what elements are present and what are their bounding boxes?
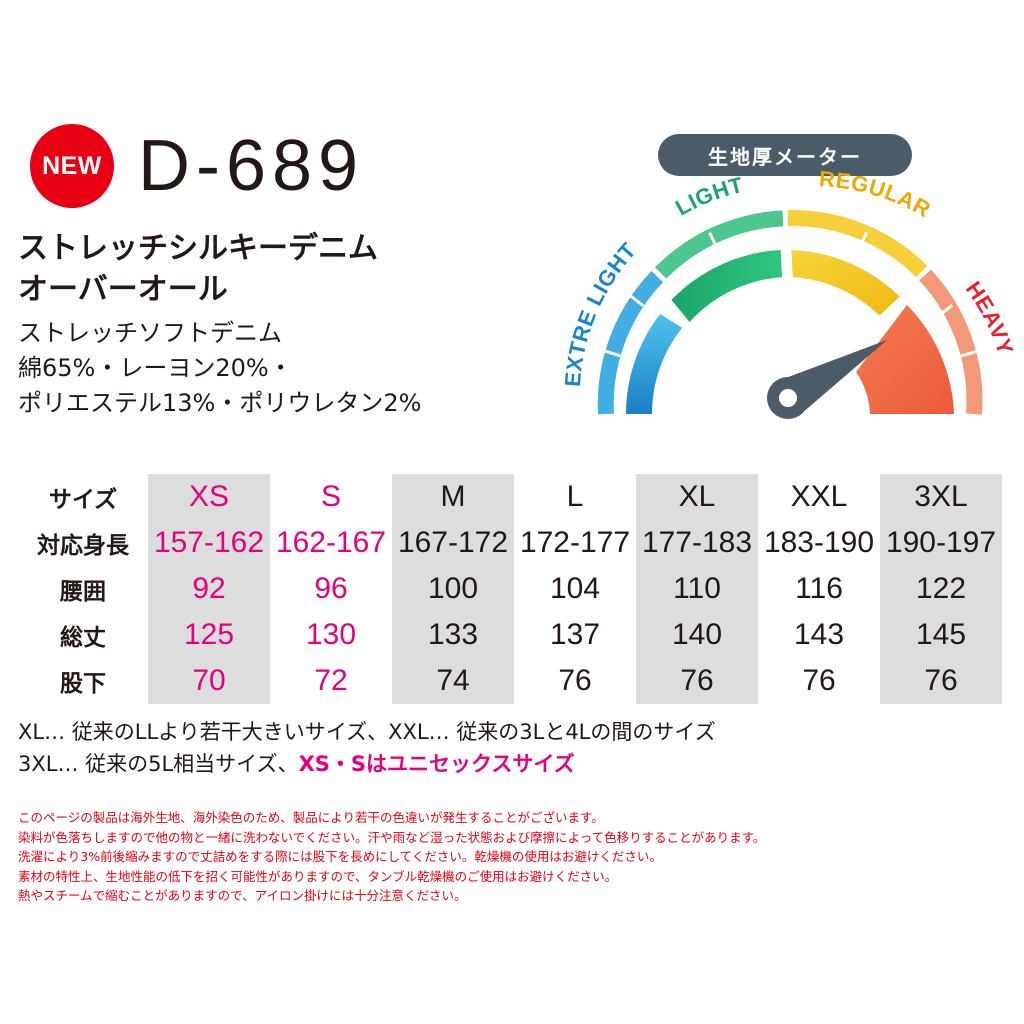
fabric-line: ストレッチソフトデニム bbox=[18, 319, 282, 347]
table-row: サイズ XS S M L XL XXL 3XL bbox=[18, 474, 1002, 520]
table-cell: S bbox=[320, 480, 341, 513]
table-row: 総丈 125 130 133 137 140 143 145 bbox=[18, 612, 1002, 658]
care-line: 染料が色落ちしますので他の物と一緒に洗わないでください。汗や雨など湿った状態およ… bbox=[18, 829, 766, 845]
row-header-height: 対応身長 bbox=[37, 533, 129, 559]
table-cell: 172-177 bbox=[519, 526, 631, 559]
care-line: このページの製品は海外生地、海外染色のため、製品により若干の色違いが発生すること… bbox=[18, 810, 604, 825]
table-cell: 190-197 bbox=[880, 520, 1002, 566]
table-cell: 96 bbox=[314, 572, 348, 605]
table-cell: 162-167 bbox=[275, 526, 387, 559]
table-cell: 76 bbox=[558, 664, 592, 697]
segment-heavy bbox=[856, 305, 954, 414]
table-cell: 72 bbox=[314, 664, 348, 697]
care-line: 熱やスチームで縮むことがありますので、アイロン掛けには十分注意ください。 bbox=[18, 888, 467, 903]
table-cell: 137 bbox=[549, 618, 601, 651]
fabric-info: ストレッチソフトデニム 綿65%・レーヨン20%・ ポリエステル13%・ポリウレ… bbox=[18, 316, 421, 421]
table-cell: 143 bbox=[793, 618, 845, 651]
table-cell: 145 bbox=[880, 612, 1002, 658]
size-note-2: 3XL… 従来の5L相当サイズ、XS・Sはユニセックスサイズ bbox=[18, 750, 575, 778]
segment-regular bbox=[791, 250, 900, 316]
new-badge: NEW bbox=[30, 124, 114, 208]
size-note-2-text: 3XL… 従来の5L相当サイズ、 bbox=[18, 752, 299, 776]
table-cell: 76 bbox=[880, 658, 1002, 704]
product-name-line: オーバーオール bbox=[18, 272, 228, 307]
table-cell: 116 bbox=[795, 572, 843, 605]
table-cell: 130 bbox=[305, 618, 357, 651]
table-cell: 100 bbox=[392, 566, 514, 612]
outer-arc-ticks bbox=[603, 231, 977, 358]
table-row: 腰囲 92 96 100 104 110 116 122 bbox=[18, 566, 1002, 612]
segment-extra-light bbox=[626, 314, 683, 414]
outer-arc-regular bbox=[787, 210, 928, 278]
care-line: 素材の特性上、生地性能の低下を招く可能性がありますので、タンブル乾燥機のご使用は… bbox=[18, 868, 618, 884]
table-cell: 122 bbox=[880, 566, 1002, 612]
row-header-hip: 腰囲 bbox=[60, 579, 106, 605]
table-row: 対応身長 157-162 162-167 167-172 172-177 177… bbox=[18, 520, 1002, 566]
table-cell: 74 bbox=[392, 658, 514, 704]
table-cell: 3XL bbox=[880, 474, 1002, 520]
table-cell: 177-183 bbox=[636, 520, 758, 566]
fabric-thickness-meter-title: 生地厚メーター bbox=[658, 134, 912, 176]
model-number: D-689 bbox=[138, 126, 365, 206]
size-note-1: XL… 従来のLLより若干大きいサイズ、XXL… 従来の3Lと4Lの間のサイズ bbox=[18, 720, 716, 744]
table-cell: 76 bbox=[636, 658, 758, 704]
table-cell: 70 bbox=[148, 658, 270, 704]
table-cell: M bbox=[392, 474, 514, 520]
table-cell: 157-162 bbox=[148, 520, 270, 566]
fabric-line: ポリエステル13%・ポリウレタン2% bbox=[18, 389, 422, 417]
table-cell: 167-172 bbox=[392, 520, 514, 566]
gauge-needle-pin bbox=[779, 389, 797, 407]
table-row: 股下 70 72 74 76 76 76 76 bbox=[18, 658, 1002, 704]
table-cell: 76 bbox=[802, 664, 836, 697]
product-name: ストレッチシルキーデニム オーバーオール bbox=[18, 228, 378, 310]
segment-light bbox=[671, 250, 783, 322]
fabric-line: 綿65%・レーヨン20%・ bbox=[18, 354, 293, 382]
table-cell: 110 bbox=[636, 566, 758, 612]
care-line: 洗濯により3%前後縮みますので丈詰めをする際には股下を長めにしてください。乾燥機… bbox=[18, 849, 662, 864]
label-light: LIGHT bbox=[671, 172, 745, 221]
outer-arc-light bbox=[655, 210, 784, 279]
product-name-line: ストレッチシルキーデニム bbox=[18, 231, 378, 266]
label-regular: REGULAR bbox=[818, 166, 935, 222]
table-cell: 133 bbox=[392, 612, 514, 658]
table-cell: L bbox=[566, 480, 584, 513]
table-cell: 104 bbox=[549, 572, 601, 605]
size-table: サイズ XS S M L XL XXL 3XL 対応身長 157-162 162… bbox=[18, 474, 1002, 704]
table-cell: XS bbox=[148, 474, 270, 520]
table-cell: XXL bbox=[790, 480, 848, 513]
row-header-inseam: 股下 bbox=[60, 671, 106, 697]
unisex-note: XS・Sはユニセックスサイズ bbox=[298, 752, 575, 776]
outer-arc-extra-light bbox=[597, 271, 664, 415]
table-cell: 183-190 bbox=[763, 526, 875, 559]
row-header-length: 総丈 bbox=[60, 625, 106, 651]
table-cell: 125 bbox=[148, 612, 270, 658]
care-instructions: このページの製品は海外生地、海外染色のため、製品により若干の色違いが発生すること… bbox=[18, 808, 765, 906]
row-header-size: サイズ bbox=[48, 487, 118, 513]
table-cell: 92 bbox=[148, 566, 270, 612]
table-cell: 140 bbox=[636, 612, 758, 658]
outer-arc-heavy bbox=[919, 269, 983, 415]
table-cell: XL bbox=[636, 474, 758, 520]
